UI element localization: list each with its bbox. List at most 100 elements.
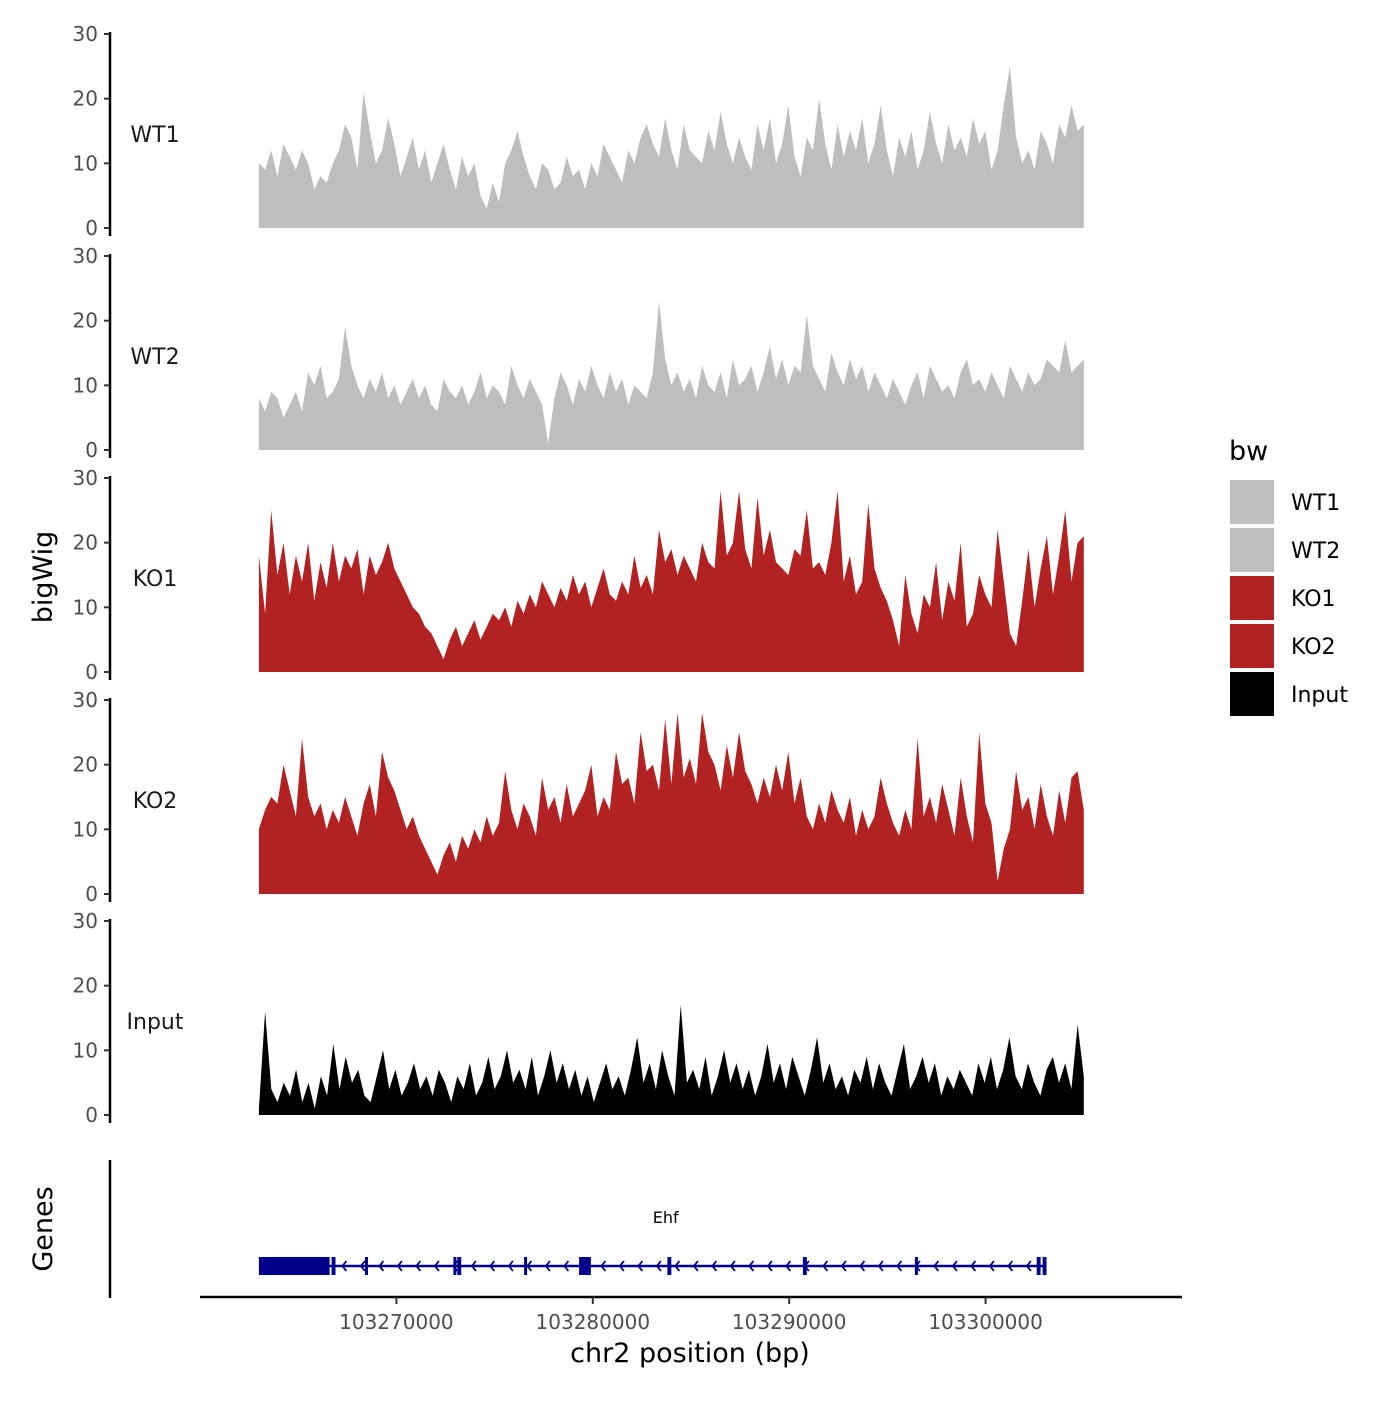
- strand-arrow: [341, 1260, 348, 1272]
- signal-tracks: 0 10 20 30 WT1 0 10 20 30 WT2 0 10 20 30 KO1 0 10 20 30 KO2…: [73, 22, 1084, 1127]
- area-ko1: [258, 490, 1084, 672]
- strand-arrow: [470, 1260, 477, 1272]
- strand-arrow: [729, 1260, 736, 1272]
- strand-arrow: [951, 1260, 958, 1272]
- strand-arrow: [600, 1260, 607, 1272]
- strand-arrow: [840, 1260, 847, 1272]
- legend-swatch-ko1: [1230, 576, 1274, 620]
- y-tick-label: 30: [73, 22, 98, 46]
- y-tick-label: 20: [73, 309, 98, 333]
- exon: [1042, 1257, 1047, 1275]
- area-input: [258, 1005, 1084, 1115]
- strand-arrow: [415, 1260, 422, 1272]
- legend: bw WT1 WT2 KO1 KO2 Input: [1229, 436, 1348, 716]
- track-label: WT1: [130, 123, 179, 148]
- area-wt1: [258, 66, 1084, 228]
- strand-arrow: [859, 1260, 866, 1272]
- legend-label-ko1: KO1: [1291, 587, 1336, 612]
- strand-arrow: [711, 1260, 718, 1272]
- exon: [1036, 1257, 1041, 1275]
- legend-swatch-input: [1230, 672, 1274, 716]
- strand-arrow: [988, 1260, 995, 1272]
- strand-arrow: [785, 1260, 792, 1272]
- exon: [667, 1257, 672, 1275]
- y-tick-label: 10: [73, 817, 98, 841]
- y-tick-label: 30: [73, 466, 98, 490]
- strand-arrow: [1007, 1260, 1014, 1272]
- track-label: WT2: [130, 345, 179, 370]
- exon: [457, 1257, 462, 1275]
- strand-arrow: [970, 1260, 977, 1272]
- strand-arrow: [822, 1260, 829, 1272]
- legend-label-wt1: WT1: [1291, 491, 1340, 516]
- y-tick-label: 30: [73, 244, 98, 268]
- y-tick-label: 20: [73, 531, 98, 555]
- gene-track: Ehf: [108, 1160, 1047, 1298]
- exon: [579, 1257, 591, 1275]
- exon: [258, 1257, 330, 1275]
- strand-arrow: [378, 1260, 385, 1272]
- area-wt2: [258, 301, 1084, 450]
- x-axis-title: chr2 position (bp): [570, 1338, 810, 1369]
- strand-arrow: [766, 1260, 773, 1272]
- y-tick-label: 10: [73, 595, 98, 619]
- track-ko2: 0 10 20 30 KO2: [73, 688, 1084, 906]
- x-axis: 103270000 103280000 103290000 103300000: [200, 1295, 1182, 1334]
- exon: [365, 1257, 368, 1275]
- strand-arrow: [507, 1260, 514, 1272]
- exon: [524, 1257, 528, 1275]
- y-tick-label: 0: [85, 438, 98, 462]
- x-tick-label: 103270000: [339, 1310, 454, 1334]
- y-tick-label: 10: [73, 151, 98, 175]
- legend-swatch-ko2: [1230, 624, 1274, 668]
- y-tick-label: 20: [73, 87, 98, 111]
- strand-arrow: [544, 1260, 551, 1272]
- strand-arrow: [396, 1260, 403, 1272]
- strand-arrow: [933, 1260, 940, 1272]
- genes-axis-title: Genes: [28, 1186, 59, 1271]
- legend-swatch-wt2: [1230, 528, 1274, 572]
- track-label: KO2: [133, 789, 178, 814]
- y-tick-label: 0: [85, 216, 98, 240]
- y-tick-label: 30: [73, 688, 98, 712]
- strand-arrow: [692, 1260, 699, 1272]
- y-tick-label: 10: [73, 1038, 98, 1062]
- legend-label-input: Input: [1291, 683, 1348, 708]
- gene-name-label: Ehf: [653, 1208, 679, 1227]
- strand-arrow: [563, 1260, 570, 1272]
- track-label: KO1: [133, 567, 178, 592]
- area-ko2: [258, 712, 1084, 894]
- y-tick-label: 10: [73, 373, 98, 397]
- strand-arrow: [896, 1260, 903, 1272]
- track-wt1: 0 10 20 30 WT1: [73, 22, 1084, 240]
- y-tick-label: 0: [85, 1103, 98, 1127]
- x-tick-label: 103280000: [536, 1310, 651, 1334]
- y-tick-label: 0: [85, 660, 98, 684]
- y-tick-label: 20: [73, 974, 98, 998]
- track-input: 0 10 20 30 Input: [73, 909, 1084, 1127]
- strand-arrow: [748, 1260, 755, 1272]
- strand-arrow: [618, 1260, 625, 1272]
- track-wt2: 0 10 20 30 WT2: [73, 244, 1084, 462]
- x-tick-label: 103300000: [928, 1310, 1043, 1334]
- strand-arrow: [433, 1260, 440, 1272]
- strand-arrow: [637, 1260, 644, 1272]
- exon: [802, 1257, 807, 1275]
- strand-arrow: [359, 1260, 366, 1272]
- y-tick-label: 30: [73, 909, 98, 933]
- legend-label-wt2: WT2: [1291, 539, 1340, 564]
- y-tick-label: 20: [73, 753, 98, 777]
- legend-title: bw: [1229, 436, 1268, 467]
- strand-arrow: [489, 1260, 496, 1272]
- track-ko1: 0 10 20 30 KO1: [73, 466, 1084, 684]
- strand-arrow: [655, 1260, 662, 1272]
- strand-arrow: [877, 1260, 884, 1272]
- strand-arrow: [526, 1260, 533, 1272]
- x-tick-label: 103290000: [732, 1310, 847, 1334]
- exon: [331, 1257, 336, 1275]
- legend-label-ko2: KO2: [1291, 635, 1336, 660]
- exon: [914, 1257, 918, 1275]
- strand-arrow: [1025, 1260, 1032, 1272]
